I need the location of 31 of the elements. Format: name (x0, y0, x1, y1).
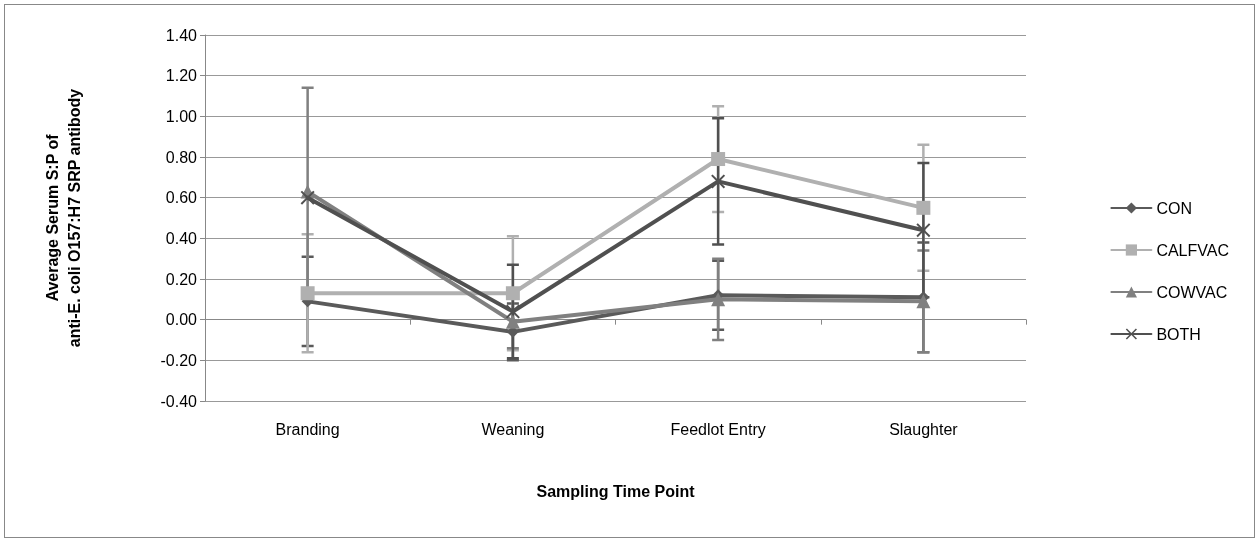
x-tick-label: Feedlot Entry (670, 420, 766, 438)
point (711, 152, 726, 167)
x-tick-label: Slaughter (889, 420, 959, 438)
y-tick-label: 0.80 (165, 148, 198, 166)
point (711, 174, 726, 189)
point (711, 292, 726, 307)
point (916, 200, 931, 215)
y-tick-label: -0.20 (160, 351, 198, 369)
point (505, 304, 520, 319)
y-tick-label: 1.40 (165, 26, 198, 44)
y-tick-label: 1.20 (165, 67, 198, 85)
y-tick-label: -0.40 (160, 392, 198, 410)
x-axis-title: Sampling Time Point (536, 482, 696, 500)
y-axis-title: Average Serum S:P of anti-E. coli O157:H7 SRP antibody (43, 88, 83, 348)
point (300, 190, 315, 205)
legend-label: COWVAC (1156, 283, 1228, 301)
y-tick-label: 0.00 (165, 311, 198, 329)
point (505, 286, 520, 301)
y-tick-label: 0.40 (165, 229, 198, 247)
point (300, 286, 315, 301)
legend-label: CON (1156, 199, 1192, 217)
point (916, 294, 931, 309)
x-tick-label: Weaning (481, 420, 545, 438)
y-tick-label: 0.20 (165, 270, 198, 288)
x-tick-label: Branding (275, 420, 340, 438)
legend-label: BOTH (1156, 325, 1201, 343)
point (505, 314, 520, 329)
y-tick-label: 1.00 (165, 107, 198, 125)
legend-label: CALFVAC (1156, 241, 1229, 259)
point (916, 223, 931, 238)
y-tick-label: 0.60 (165, 189, 198, 207)
